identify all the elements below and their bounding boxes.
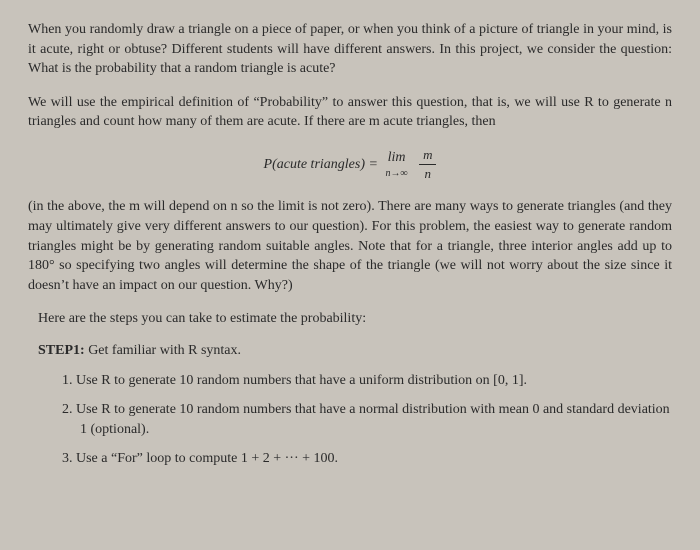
item3-num: 3. xyxy=(62,451,76,466)
numbered-list: 1. Use R to generate 10 random numbers t… xyxy=(62,371,672,469)
formula-block: P(acute triangles) = lim n→∞ m n xyxy=(28,146,672,183)
explanation-paragraph: (in the above, the m will depend on n so… xyxy=(28,197,672,295)
item2-num: 2. xyxy=(62,402,76,417)
steps-intro: Here are the steps you can take to estim… xyxy=(38,309,672,329)
step1-header: STEP1: Get familiar with R syntax. xyxy=(38,341,672,361)
step1-text: Get familiar with R syntax. xyxy=(85,343,241,358)
lim-sub: n→∞ xyxy=(385,167,407,181)
step1-label: STEP1: xyxy=(38,343,85,358)
list-item-1: 1. Use R to generate 10 random numbers t… xyxy=(62,371,672,391)
empirical-text: We will use the empirical definition of … xyxy=(28,95,672,130)
fraction: m n xyxy=(419,146,436,183)
limit-expression: lim n→∞ xyxy=(385,148,407,182)
list-item-2: 2. Use R to generate 10 random numbers t… xyxy=(62,400,672,439)
lim-word: lim xyxy=(385,148,407,168)
formula-paren: (acute triangles) = xyxy=(272,157,381,172)
item2-text: Use R to generate 10 random numbers that… xyxy=(76,402,670,437)
item1-text: Use R to generate 10 random numbers that… xyxy=(76,373,527,388)
probability-formula: P(acute triangles) = lim n→∞ m n xyxy=(264,146,437,183)
list-item-3: 3. Use a “For” loop to compute 1 + 2 + ·… xyxy=(62,449,672,469)
intro-paragraph: When you randomly draw a triangle on a p… xyxy=(28,20,672,79)
item3-text: Use a “For” loop to compute 1 + 2 + ··· … xyxy=(76,451,338,466)
empirical-paragraph: We will use the empirical definition of … xyxy=(28,93,672,132)
item1-num: 1. xyxy=(62,373,76,388)
numerator: m xyxy=(419,146,436,165)
denominator: n xyxy=(419,165,436,183)
formula-p: P xyxy=(264,157,273,172)
